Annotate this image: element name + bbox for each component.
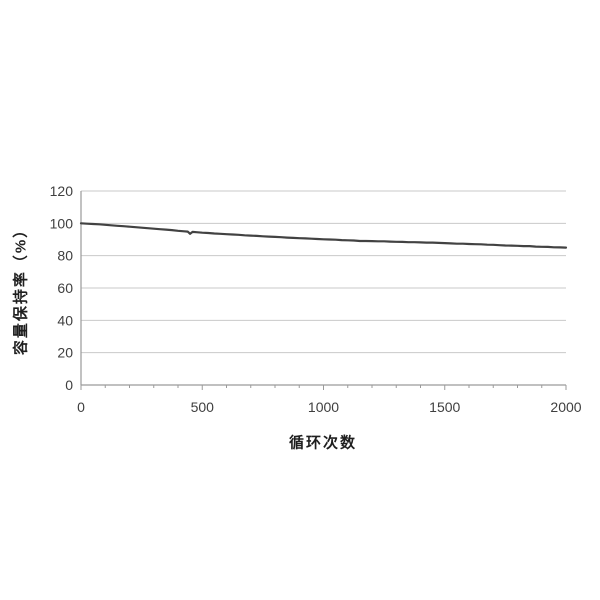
y-tick-label: 100 <box>50 215 74 231</box>
x-tick-label: 500 <box>191 399 215 415</box>
x-tick-label: 2000 <box>550 399 581 415</box>
x-axis-title: 循环次数 <box>288 434 358 452</box>
x-tick-label: 1000 <box>308 399 339 415</box>
y-tick-label: 120 <box>50 183 74 199</box>
x-tick-label: 1500 <box>429 399 460 415</box>
capacity-retention-line <box>79 222 568 249</box>
y-axis-title: 容量保持率（%） <box>12 220 30 356</box>
y-tick-label: 80 <box>57 248 73 264</box>
y-tick-label: 60 <box>57 280 73 296</box>
y-tick-label: 20 <box>57 345 73 361</box>
y-tick-label: 0 <box>65 377 73 393</box>
x-tick-label: 0 <box>77 399 85 415</box>
y-tick-label: 40 <box>57 312 73 328</box>
